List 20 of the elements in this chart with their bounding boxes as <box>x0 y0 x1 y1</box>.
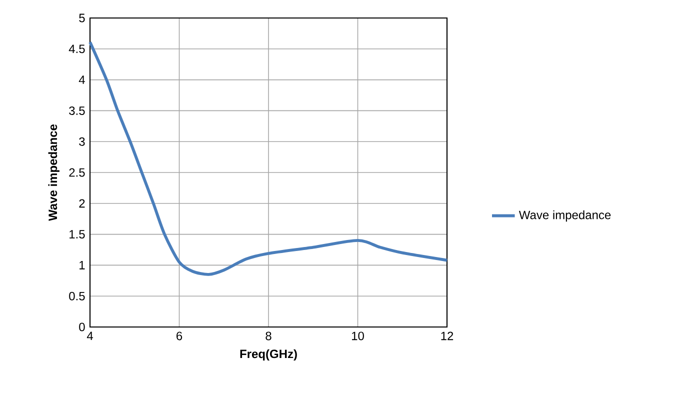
y-axis-title: Wave impedance <box>48 124 60 221</box>
x-tick-label: 12 <box>441 332 454 340</box>
y-tick-label: 3.5 <box>69 106 85 115</box>
y-tick-label: 1.5 <box>70 230 85 238</box>
y-tick-label: 1 <box>80 261 85 270</box>
y-tick-label: 2 <box>79 199 85 208</box>
y-tick-label: 0.5 <box>69 292 85 300</box>
x-tick-label: 10 <box>352 332 364 340</box>
y-tick-label: 5 <box>79 14 85 22</box>
x-axis-title: Freq(GHz) <box>240 349 297 361</box>
x-tick-label: 8 <box>266 332 272 340</box>
legend-label: Wave impedance <box>518 210 611 222</box>
y-tick-label: 4.5 <box>68 44 85 54</box>
y-tick-label: 2.5 <box>69 168 85 177</box>
x-tick-label: 4 <box>86 332 93 340</box>
y-tick-label: 4 <box>78 76 85 84</box>
line-series <box>88 40 448 276</box>
y-tick-label: 0 <box>79 322 85 332</box>
y-tick-label: 3 <box>79 137 85 146</box>
x-tick-label: 6 <box>176 332 182 340</box>
